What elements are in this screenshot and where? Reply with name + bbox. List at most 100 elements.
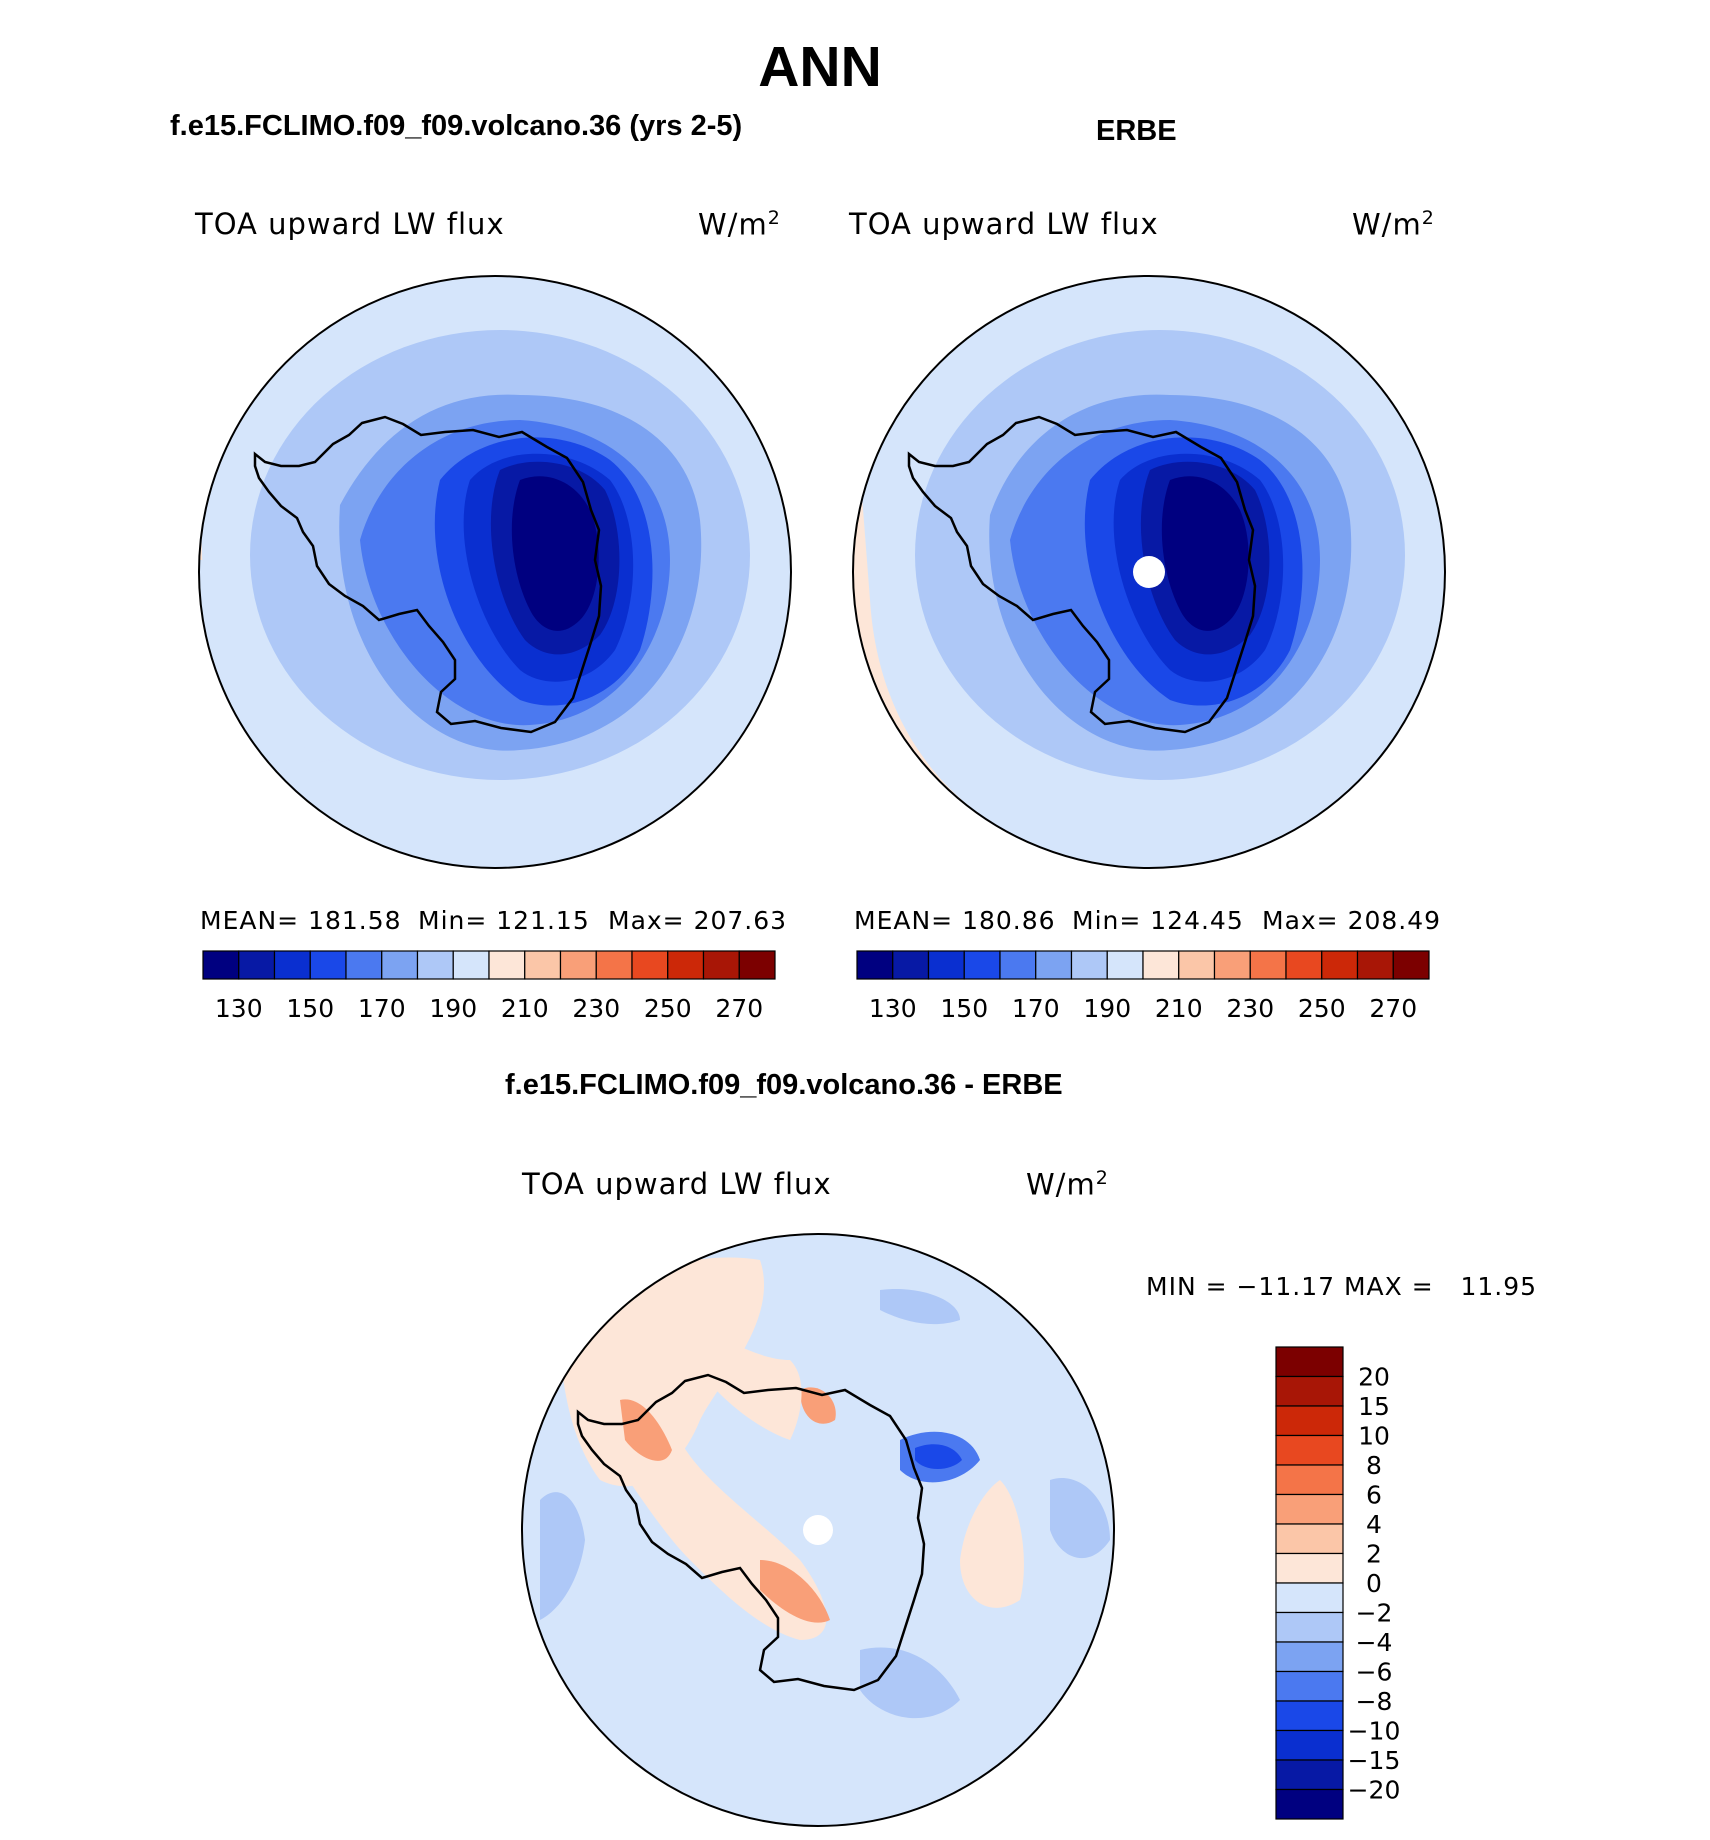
model-colorbar-box [559,950,597,980]
diff-colorbar-box [1275,1523,1344,1555]
model-colorbar-box [238,950,276,980]
obs-colorbar-box [1249,950,1287,980]
obs-colorbar-tick-label: 270 [1369,994,1417,1023]
model-colorbar-tick-label: 270 [715,994,763,1023]
model-colorbar-box [488,950,526,980]
obs-max-stat: Max= 208.49 [1262,906,1442,935]
model-colorbar-box [202,950,240,980]
obs-colorbar-box [1035,950,1073,980]
diff-colorbar-box [1275,1611,1344,1643]
diff-colorbar-box [1275,1759,1344,1791]
diff-colorbar-box [1275,1641,1344,1673]
obs-colorbar-box [1285,950,1323,980]
model-colorbar-tick-label: 130 [215,994,263,1023]
obs-colorbar-box [892,950,930,980]
obs-colorbar: 130 150 170 190 210 230 250 270 [856,950,1430,1023]
model-colorbar-box [738,950,776,980]
diff-colorbar-box [1275,1346,1344,1378]
figure-title: ANN [758,35,882,99]
diff-colorbar-tick-label: 6 [1366,1481,1382,1510]
model-min-stat: Min= 121.15 [418,906,590,935]
model-colorbar-box [381,950,419,980]
obs-colorbar-tick-label: 130 [869,994,917,1023]
obs-colorbar-box [1070,950,1108,980]
diff-colorbar-tick-label: 4 [1366,1510,1382,1539]
model-variable-label: TOA upward LW flux [195,207,505,241]
model-mean-stat: MEAN= 181.58 [200,906,402,935]
obs-colorbar-tick-label: 210 [1155,994,1203,1023]
obs-colorbar-box [1178,950,1216,980]
diff-colorbar-box [1275,1434,1344,1466]
diff-colorbar-tick-label: 20 [1358,1363,1390,1392]
model-units-label: W/m2 [698,207,781,242]
model-colorbar-box [631,950,669,980]
model-colorbar-box [345,950,383,980]
obs-colorbar-tick-label: 250 [1298,994,1346,1023]
diff-colorbar-box [1275,1582,1344,1614]
diff-colorbar-tick-label: −4 [1356,1628,1393,1657]
diff-colorbar-tick-label: 15 [1358,1392,1390,1421]
diff-minmax-stat: MIN = −11.17 MAX = 11.95 [1146,1272,1538,1301]
diff-colorbar-box [1275,1670,1344,1702]
obs-colorbar-box [963,950,1001,980]
obs-colorbar-box [999,950,1037,980]
diff-map [522,1234,1114,1826]
model-colorbar-tick-label: 230 [572,994,620,1023]
obs-colorbar-box [1321,950,1359,980]
model-colorbar-box [309,950,347,980]
diff-colorbar-box [1275,1464,1344,1496]
model-colorbar-tick-label: 250 [644,994,692,1023]
diff-colorbar-box [1275,1788,1344,1820]
model-colorbar-box [524,950,562,980]
diff-variable-label: TOA upward LW flux [522,1167,832,1201]
obs-panel-title: ERBE [1096,115,1177,147]
model-colorbar-box [667,950,705,980]
obs-colorbar-tick-label: 150 [940,994,988,1023]
obs-variable-label: TOA upward LW flux [849,207,1159,241]
obs-colorbar-box [1142,950,1180,980]
diff-colorbar-tick-label: −8 [1356,1687,1393,1716]
model-colorbar-tick-label: 150 [286,994,334,1023]
obs-min-stat: Min= 124.45 [1072,906,1244,935]
obs-colorbar-box [1356,950,1394,980]
obs-mean-stat: MEAN= 180.86 [854,906,1056,935]
model-colorbar-box [452,950,490,980]
obs-colorbar-tick-label: 230 [1226,994,1274,1023]
model-colorbar-tick-label: 210 [501,994,549,1023]
diff-colorbar-box [1275,1405,1344,1437]
diff-colorbar-tick-label: −6 [1356,1658,1393,1687]
obs-units-label: W/m2 [1352,207,1435,242]
obs-colorbar-tick-label: 170 [1012,994,1060,1023]
diff-colorbar-tick-label: 0 [1366,1569,1382,1598]
diff-colorbar-tick-label: 2 [1366,1540,1382,1569]
diff-colorbar-tick-label: 8 [1366,1451,1382,1480]
diff-units-label: W/m2 [1026,1167,1109,1202]
diff-colorbar-box [1275,1493,1344,1525]
diff-colorbar-box [1275,1700,1344,1732]
model-colorbar-box [702,950,740,980]
obs-colorbar-box [1106,950,1144,980]
diff-colorbar-tick-label: −20 [1348,1776,1401,1805]
diff-colorbar-tick-label: −10 [1348,1717,1401,1746]
diff-colorbar-box [1275,1375,1344,1407]
model-colorbar: 130 150 170 190 210 230 250 270 [202,950,776,1023]
diff-colorbar-tick-label: 10 [1358,1422,1390,1451]
obs-colorbar-tick-label: 190 [1083,994,1131,1023]
diff-map-border [521,1233,1115,1827]
model-max-stat: Max= 207.63 [608,906,788,935]
obs-colorbar-box [856,950,894,980]
model-map-border [198,275,792,869]
model-colorbar-tick-label: 190 [429,994,477,1023]
diff-panel-title: f.e15.FCLIMO.f09_f09.volcano.36 - ERBE [505,1069,1063,1101]
model-colorbar-box [595,950,633,980]
obs-colorbar-box [1392,950,1430,980]
diff-colorbar-tick-label: −2 [1356,1599,1393,1628]
obs-map-border [852,275,1446,869]
model-panel-title: f.e15.FCLIMO.f09_f09.volcano.36 (yrs 2-5… [170,110,743,142]
model-colorbar-tick-label: 170 [358,994,406,1023]
model-colorbar-box [273,950,311,980]
diff-colorbar-tick-label: −15 [1348,1746,1401,1775]
model-map [199,276,791,868]
